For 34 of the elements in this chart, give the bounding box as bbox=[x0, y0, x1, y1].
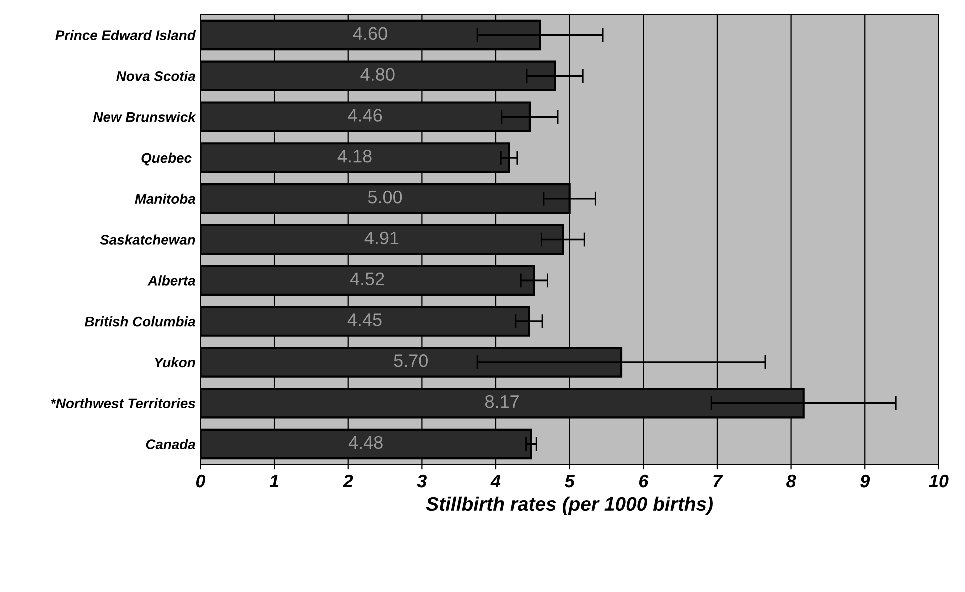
x-tick-label: 5 bbox=[564, 475, 576, 488]
y-tick-label: Nova Scotia bbox=[116, 71, 196, 82]
y-tick-label: British Columbia bbox=[84, 316, 196, 327]
x-tick-label: 9 bbox=[860, 474, 870, 488]
data-label: 4.91 bbox=[364, 232, 399, 245]
y-tick-label: Prince Edward Island bbox=[56, 30, 196, 40]
x-tick-label: 2 bbox=[343, 474, 354, 488]
data-label: 4.52 bbox=[350, 272, 384, 286]
data-label: 8.17 bbox=[486, 395, 519, 408]
data-label: 4.60 bbox=[353, 27, 388, 40]
y-tick-label: Yukon bbox=[155, 357, 196, 368]
y-tick-label: Manitoba bbox=[135, 194, 196, 204]
y-tick-label: Saskatchewan bbox=[100, 234, 196, 245]
data-label: 4.45 bbox=[348, 314, 382, 326]
data-label: 4.18 bbox=[338, 150, 372, 163]
x-tick-label: 0 bbox=[196, 474, 206, 488]
x-tick-label: 1 bbox=[270, 475, 279, 488]
data-label: 4.46 bbox=[348, 109, 382, 122]
x-axis-title: Stillbirth rates (per 1000 births) bbox=[426, 496, 713, 515]
data-label: 4.80 bbox=[360, 68, 395, 81]
y-tick-label: Canada bbox=[146, 439, 196, 450]
data-label: 5.00 bbox=[368, 190, 402, 204]
x-tick-label: 4 bbox=[490, 475, 501, 488]
data-label: 5.70 bbox=[394, 354, 428, 368]
y-tick-label: New Brunswick bbox=[93, 112, 196, 122]
y-tick-label: *Northwest Territories bbox=[51, 398, 196, 409]
x-tick-label: 6 bbox=[639, 474, 649, 488]
data-label: 4.48 bbox=[348, 436, 383, 450]
x-tick-label: 3 bbox=[417, 474, 428, 488]
x-tick-label: 8 bbox=[786, 474, 796, 488]
x-tick-label: 7 bbox=[714, 475, 724, 488]
y-tick-label: Alberta bbox=[148, 276, 196, 286]
x-tick-label: 10 bbox=[929, 474, 949, 488]
y-tick-label: Quebec bbox=[142, 152, 192, 166]
